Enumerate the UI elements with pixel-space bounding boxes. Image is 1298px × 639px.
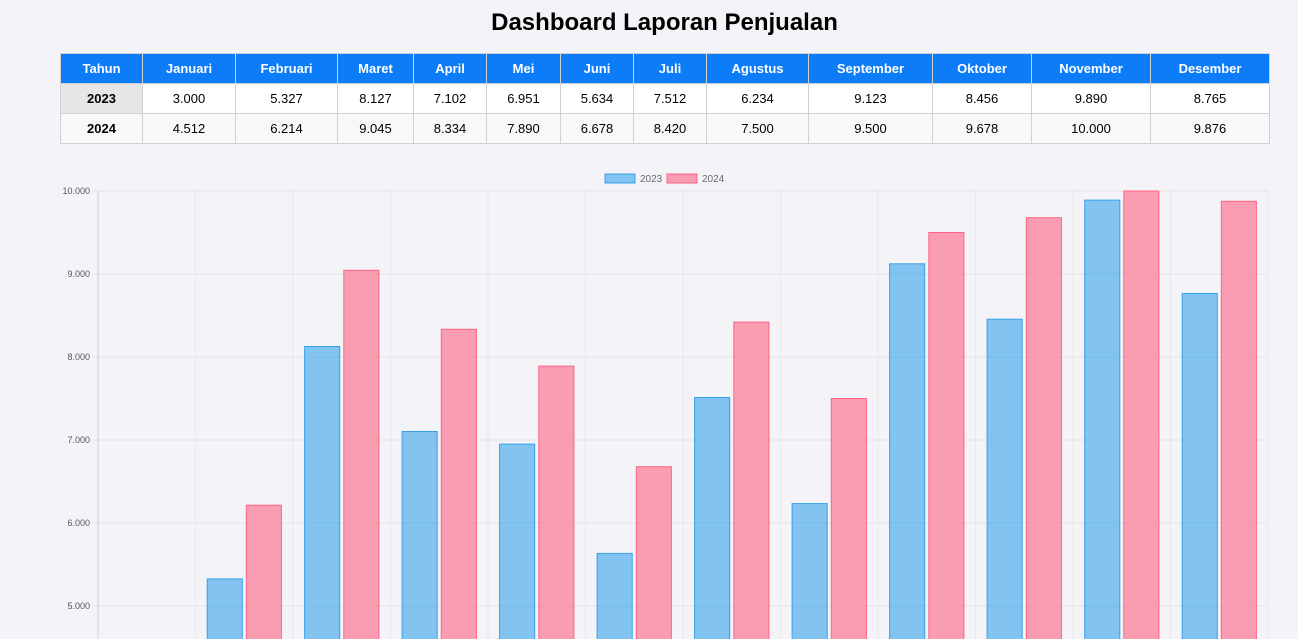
column-header: Tahun [60,53,143,84]
table-cell: 3.000 [142,83,236,114]
year-cell: 2024 [60,113,143,144]
bar-2023-juli [694,397,731,639]
table-cell: 9.876 [1150,113,1270,144]
y-axis: 10.0009.0008.0007.0006.0005.0004.0003.00… [62,186,90,611]
chart-bars [206,190,1257,639]
bar-2024-juni [635,466,672,639]
table-cell: 7.102 [413,83,487,114]
table-cell: 7.890 [486,113,561,144]
table-cell: 8.456 [932,83,1032,114]
column-header: Mei [486,53,561,84]
table-row: 2023 3.000 5.327 8.127 7.102 6.951 5.634… [60,83,1270,114]
bar-2024-april [440,328,477,639]
table-cell: 9.045 [337,113,414,144]
year-cell: 2023 [60,83,143,114]
bar-2024-november [1123,190,1160,639]
bar-2024-maret [343,269,380,639]
bar-2024-september [928,232,965,639]
bar-2023-september [889,263,926,639]
bar-2023-oktober [986,318,1023,639]
sales-bar-chart: 10.0009.0008.0007.0006.0005.0004.0003.00… [62,173,1269,639]
table-cell: 5.634 [560,83,634,114]
bar-2023-februari [206,578,243,639]
table-cell: 7.512 [633,83,707,114]
bar-2023-april [401,431,438,639]
table-cell: 9.890 [1031,83,1151,114]
table-cell: 10.000 [1031,113,1151,144]
table-cell: 8.127 [337,83,414,114]
column-header: Desember [1150,53,1270,84]
bar-2024-agustus [830,398,867,639]
column-header: Juli [633,53,707,84]
y-tick-label: 8.000 [67,352,90,362]
bar-2024-mei [538,365,575,639]
table-cell: 7.500 [706,113,809,144]
y-tick-label: 9.000 [67,269,90,279]
legend-swatch [666,173,698,184]
bar-2023-agustus [791,503,828,639]
column-header: Februari [235,53,338,84]
y-tick-label: 6.000 [67,518,90,528]
table-cell: 9.678 [932,113,1032,144]
bar-2024-februari [245,504,282,639]
bar-2023-november [1084,199,1121,639]
bar-2024-desember [1220,200,1257,639]
column-header: November [1031,53,1151,84]
chart-grid [92,190,1269,639]
y-tick-label: 7.000 [67,435,90,445]
column-header: Oktober [932,53,1032,84]
bar-2023-maret [304,346,341,639]
legend-item-2023: 2023 [604,173,663,185]
table-row: 2024 4.512 6.214 9.045 8.334 7.890 6.678… [60,113,1270,144]
table-cell: 8.765 [1150,83,1270,114]
y-tick-label: 5.000 [67,601,90,611]
column-header: Maret [337,53,414,84]
table-cell: 9.123 [808,83,933,114]
table-cell: 6.678 [560,113,634,144]
legend-label: 2024 [702,174,725,185]
column-header: April [413,53,487,84]
table-cell: 6.214 [235,113,338,144]
bar-2024-oktober [1025,217,1062,639]
table-cell: 6.951 [486,83,561,114]
bar-2023-desember [1181,293,1218,639]
legend-swatch [604,173,636,184]
table-cell: 5.327 [235,83,338,114]
column-header: Agustus [706,53,809,84]
y-tick-label: 10.000 [62,186,90,196]
chart-legend: 2023 2024 [604,173,725,185]
table-cell: 6.234 [706,83,809,114]
column-header: Januari [142,53,236,84]
bar-2023-juni [596,552,633,639]
table-cell: 8.420 [633,113,707,144]
column-header: Juni [560,53,634,84]
sales-table: Tahun Januari Februari Maret April Mei J… [60,53,1270,144]
table-cell: 9.500 [808,113,933,144]
table-cell: 8.334 [413,113,487,144]
column-header: September [808,53,933,84]
bar-2024-juli [733,321,770,639]
legend-label: 2023 [640,174,663,185]
bar-2023-mei [499,443,536,639]
table-header-row: Tahun Januari Februari Maret April Mei J… [60,53,1270,84]
table-cell: 4.512 [142,113,236,144]
legend-item-2024: 2024 [666,173,725,185]
page-title: Dashboard Laporan Penjualan [491,9,838,36]
